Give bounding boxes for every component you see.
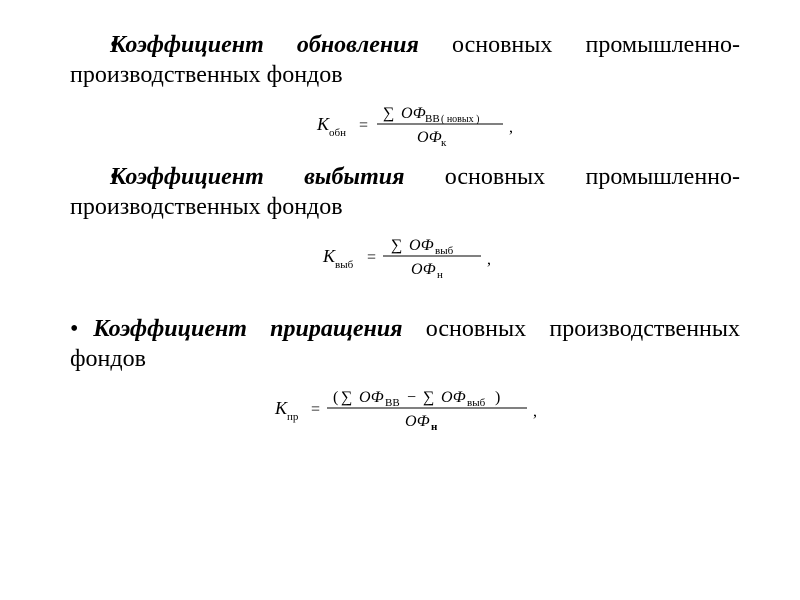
f1-Ksub: обн <box>329 127 346 139</box>
formula-1: К обн = ∑ ОФ ВВ ( новых ) ОФ к , <box>70 96 740 152</box>
f2-den-sub: н <box>437 269 443 281</box>
svg-text:): ) <box>495 389 500 406</box>
f3-minus: − <box>407 389 416 406</box>
item-3-text: Коэффициент приращения основных производ… <box>70 314 740 374</box>
svg-text:(: ( <box>333 389 338 406</box>
f3-numR-OF: ОФ <box>441 389 466 406</box>
f2-K: К <box>322 246 336 266</box>
f2-num-OF: ОФ <box>409 237 434 254</box>
svg-text:∑: ∑ <box>423 389 434 406</box>
f2-num-sub: выб <box>435 245 454 257</box>
item-2-text: Коэффициент выбытия основных промышленно… <box>70 162 740 222</box>
f3-den-OF: ОФ <box>405 413 430 430</box>
f3-K: К <box>274 398 288 418</box>
item-1-text: Коэффициент обновления основных промышле… <box>70 30 740 90</box>
spacer <box>70 294 740 314</box>
f3-den-sub: н <box>431 421 438 433</box>
f1-num-sub: ВВ <box>425 113 440 125</box>
f2-den-OF: ОФ <box>411 261 436 278</box>
svg-text:,: , <box>487 251 491 268</box>
f1-den-OF: ОФ <box>417 129 442 146</box>
f3-numL-sub: ВВ <box>385 397 400 409</box>
slide: Коэффициент обновления основных промышле… <box>0 0 800 600</box>
f1-den-sub: к <box>441 137 447 149</box>
svg-text:,: , <box>509 119 513 136</box>
svg-text:∑: ∑ <box>391 237 402 254</box>
formula-2: К выб = ∑ ОФ выб ОФ н , <box>70 228 740 284</box>
f3-Ksub: пр <box>287 411 299 423</box>
item-2-emph: Коэффициент выбытия <box>110 164 404 190</box>
f1-num-paren: ( новых ) <box>441 114 479 125</box>
f1-K: К <box>316 114 330 134</box>
svg-text:=: = <box>311 401 320 418</box>
f3-numR-sub: выб <box>467 397 486 409</box>
f3-numL-OF: ОФ <box>359 389 384 406</box>
item-1-emph: Коэффициент обновления <box>110 32 419 58</box>
svg-text:=: = <box>367 249 376 266</box>
svg-text:,: , <box>533 403 537 420</box>
svg-text:∑: ∑ <box>341 389 352 406</box>
svg-text:∑: ∑ <box>383 105 394 122</box>
f2-Ksub: выб <box>335 259 354 271</box>
item-3-emph: Коэффициент приращения <box>93 316 402 342</box>
formula-3: К пр = ( ∑ ОФ ВВ − ∑ ОФ выб ) ОФ н , <box>70 380 740 436</box>
f1-num-OF: ОФ <box>401 105 426 122</box>
svg-text:=: = <box>359 117 368 134</box>
